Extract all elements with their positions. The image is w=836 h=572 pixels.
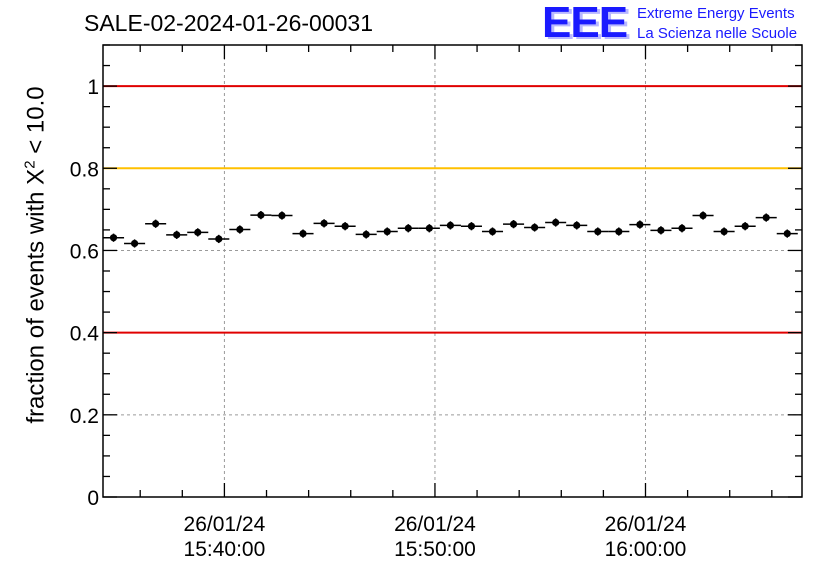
marker — [636, 220, 644, 229]
marker — [341, 222, 349, 230]
data-point — [608, 227, 630, 236]
chart-title: SALE-02-2024-01-26-00031 — [84, 10, 373, 36]
y-tick-label: 0 — [87, 487, 99, 510]
marker — [215, 235, 223, 243]
marker — [257, 211, 265, 219]
marker — [362, 230, 370, 239]
data-point — [481, 227, 504, 236]
marker — [488, 227, 497, 236]
data-series — [103, 211, 798, 248]
marker — [194, 228, 202, 236]
data-point — [271, 211, 293, 220]
data-point — [313, 219, 335, 228]
data-point — [587, 227, 609, 236]
data-point — [355, 230, 377, 239]
marker — [678, 224, 686, 232]
data-point — [418, 224, 440, 233]
data-point — [103, 233, 125, 242]
y-tick-label: 0.2 — [70, 405, 99, 428]
logo-line-1: Extreme Energy Events — [637, 5, 795, 22]
marker — [509, 220, 518, 228]
marker — [657, 226, 665, 234]
marker — [699, 211, 707, 220]
data-point — [650, 226, 672, 235]
data-point — [692, 211, 714, 220]
marker — [109, 234, 118, 242]
data-point — [292, 229, 314, 238]
data-point — [755, 213, 777, 222]
marker — [152, 220, 160, 228]
marker — [552, 218, 560, 227]
data-point — [334, 222, 356, 231]
marker — [762, 213, 770, 222]
marker — [720, 227, 728, 236]
marker — [278, 211, 286, 220]
y-tick-label: 0.4 — [70, 323, 100, 346]
x-tick-label-time: 16:00:00 — [605, 538, 687, 561]
eee-logo-letters: EEE — [542, 0, 628, 47]
marker — [130, 239, 139, 248]
data-point — [524, 223, 546, 232]
marker — [404, 224, 412, 232]
data-point — [124, 239, 146, 248]
data-point — [229, 225, 251, 234]
marker — [573, 221, 581, 229]
marker — [299, 230, 307, 238]
x-tick-label-time: 15:50:00 — [394, 538, 476, 561]
data-point — [713, 227, 735, 236]
data-point — [376, 227, 398, 236]
data-point — [734, 222, 756, 231]
data-point — [145, 219, 167, 228]
x-tick-label-date: 26/01/24 — [605, 513, 687, 536]
marker — [383, 227, 391, 236]
marker — [615, 227, 623, 236]
x-tick-label-time: 15:40:00 — [184, 538, 266, 561]
data-point — [503, 220, 525, 229]
y-tick-label: 0.6 — [70, 240, 99, 263]
data-point — [208, 234, 230, 244]
logo-line-2: La Scienza nelle Scuole — [637, 25, 798, 42]
marker — [741, 222, 749, 230]
data-point — [566, 221, 588, 230]
data-point — [671, 224, 693, 233]
data-point — [460, 222, 482, 231]
data-point — [166, 230, 188, 239]
marker — [467, 222, 476, 230]
data-point — [397, 224, 419, 233]
marker — [783, 230, 791, 238]
plot-frame — [102, 44, 803, 498]
data-point — [187, 228, 209, 237]
y-tick-label: 1 — [87, 76, 99, 99]
y-tick-label: 0.8 — [70, 158, 99, 181]
data-point — [250, 211, 272, 220]
data-point — [776, 229, 798, 238]
x-tick-label-date: 26/01/24 — [394, 513, 476, 536]
x-tick-label-date: 26/01/24 — [184, 513, 266, 536]
marker — [531, 223, 539, 232]
marker — [173, 231, 181, 239]
marker — [236, 225, 244, 234]
marker — [320, 219, 328, 227]
marker — [446, 221, 454, 229]
data-point — [629, 220, 651, 229]
data-point — [439, 221, 461, 230]
marker — [594, 227, 602, 236]
marker — [425, 224, 433, 232]
data-point — [545, 218, 567, 227]
